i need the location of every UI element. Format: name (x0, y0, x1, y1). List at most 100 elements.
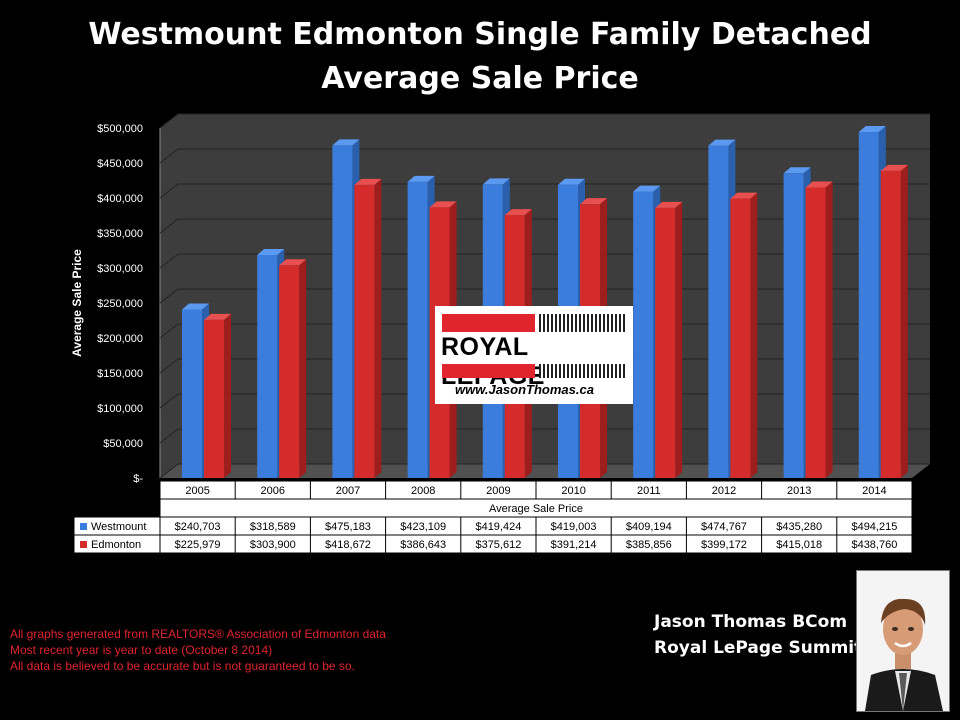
data-label-westmount-2008: $423,109 (400, 521, 446, 533)
bar-top-edmonton (730, 192, 758, 199)
bar-top-westmount (783, 167, 811, 174)
bar-westmount-2011 (633, 191, 654, 478)
x-tick-label: 2006 (261, 485, 285, 497)
data-label-edmonton-2012: $399,172 (701, 539, 747, 551)
bar-side-edmonton (750, 192, 758, 479)
bar-edmonton-2005 (204, 319, 224, 478)
bar-top-westmount (633, 185, 661, 192)
data-label-edmonton-2013: $415,018 (776, 539, 822, 551)
bar-top-westmount (182, 303, 209, 310)
y-tick-label: $400,000 (97, 193, 143, 205)
y-tick-label: $250,000 (97, 298, 143, 310)
bar-top-westmount (558, 178, 585, 185)
x-tick-label: 2011 (637, 485, 661, 497)
bar-edmonton-2011 (655, 207, 676, 478)
bar-top-edmonton (580, 198, 607, 205)
data-label-edmonton-2005: $225,979 (175, 539, 221, 551)
data-label-edmonton-2011: $385,856 (626, 539, 672, 551)
bar-top-edmonton (429, 201, 457, 208)
agent-name: Jason Thomas BCom (654, 612, 848, 632)
bar-westmount-2014 (858, 132, 879, 478)
y-tick-label: $500,000 (97, 123, 143, 135)
agent-photo (856, 570, 950, 712)
y-tick-label: $50,000 (103, 438, 143, 450)
data-label-edmonton-2010: $391,214 (551, 539, 597, 551)
x-tick-label: 2007 (336, 485, 360, 497)
gridline-side (159, 218, 179, 234)
legend-label-westmount: Westmount (91, 521, 146, 533)
bar-top-edmonton (880, 164, 908, 171)
bar-edmonton-2012 (730, 198, 751, 479)
bar-top-westmount (858, 126, 886, 133)
gridline-side (159, 253, 179, 269)
bar-westmount-2008 (407, 181, 428, 478)
chart-title: Westmount Edmonton Single Family Detache… (88, 17, 872, 52)
logo-url: www.JasonThomas.ca (455, 382, 594, 397)
y-tick-label: $200,000 (97, 333, 143, 345)
gridline-side (159, 393, 179, 409)
bar-top-westmount (708, 139, 736, 146)
bar-top-westmount (407, 175, 435, 182)
bar-edmonton-2014 (880, 170, 901, 479)
data-label-westmount-2009: $419,424 (475, 521, 521, 533)
legend-swatch-westmount (80, 523, 87, 530)
bar-top-edmonton (805, 181, 833, 188)
data-label-edmonton-2008: $386,643 (400, 539, 446, 551)
legend-label-edmonton: Edmonton (91, 539, 141, 551)
x-tick-label: 2013 (787, 485, 811, 497)
bar-westmount-2013 (783, 173, 804, 478)
gridline-side (159, 113, 179, 129)
bar-side-edmonton (675, 201, 683, 478)
data-label-edmonton-2006: $303,900 (250, 539, 296, 551)
bar-top-westmount (482, 178, 510, 185)
y-tick-label: $100,000 (97, 403, 143, 415)
data-label-westmount-2005: $240,703 (175, 521, 221, 533)
x-tick-label: 2005 (185, 485, 209, 497)
agent-company: Royal LePage Summit (654, 638, 863, 658)
bar-top-westmount (332, 139, 360, 146)
footer-note-3: All data is believed to be accurate but … (10, 659, 355, 673)
data-label-edmonton-2007: $418,672 (325, 539, 371, 551)
bar-top-westmount (257, 248, 285, 255)
bar-top-edmonton (279, 259, 307, 266)
gridline-side (159, 288, 179, 304)
data-label-westmount-2006: $318,589 (250, 521, 296, 533)
bar-edmonton-2006 (279, 265, 300, 478)
x-tick-label: 2012 (712, 485, 736, 497)
bar-westmount-2006 (257, 254, 278, 478)
data-label-westmount-2014: $494,215 (851, 521, 897, 533)
royal-lepage-logo: ROYAL LEPAGE www.JasonThomas.ca (435, 306, 633, 404)
bar-top-edmonton (504, 209, 532, 216)
bar-edmonton-2007 (354, 184, 375, 478)
data-label-westmount-2010: $419,003 (551, 521, 597, 533)
y-tick-label: $150,000 (97, 368, 143, 380)
bar-westmount-2007 (332, 145, 353, 479)
gridline-side (159, 358, 179, 374)
footer-note-2: Most recent year is year to date (Octobe… (10, 643, 273, 657)
y-tick-label: $450,000 (97, 158, 143, 170)
x-tick-label: 2014 (862, 485, 886, 497)
bar-edmonton-2013 (805, 187, 826, 478)
bar-top-edmonton (204, 313, 231, 320)
x-tick-label: 2010 (561, 485, 585, 497)
x-axis-label: Average Sale Price (489, 503, 583, 515)
data-label-westmount-2007: $475,183 (325, 521, 371, 533)
gridline-side (159, 148, 179, 164)
data-label-edmonton-2014: $438,760 (851, 539, 897, 551)
table-row-edmonton (73, 534, 913, 554)
bar-side-edmonton (825, 181, 833, 478)
y-axis-label: Average Sale Price (70, 249, 84, 357)
bar-westmount-2005 (182, 309, 202, 478)
legend-swatch-edmonton (80, 541, 87, 548)
y-tick-label: $350,000 (97, 228, 143, 240)
gridline-side (159, 183, 179, 199)
footer-note-1: All graphs generated from REALTORS® Asso… (10, 627, 386, 641)
y-tick-label: $- (133, 473, 143, 485)
gridline-side (159, 323, 179, 339)
data-label-westmount-2013: $435,280 (776, 521, 822, 533)
chart-subtitle: Average Sale Price (321, 61, 639, 96)
x-tick-label: 2008 (411, 485, 435, 497)
gridline-side (159, 463, 179, 479)
bar-side-edmonton (374, 178, 382, 478)
y-tick-label: $300,000 (97, 263, 143, 275)
